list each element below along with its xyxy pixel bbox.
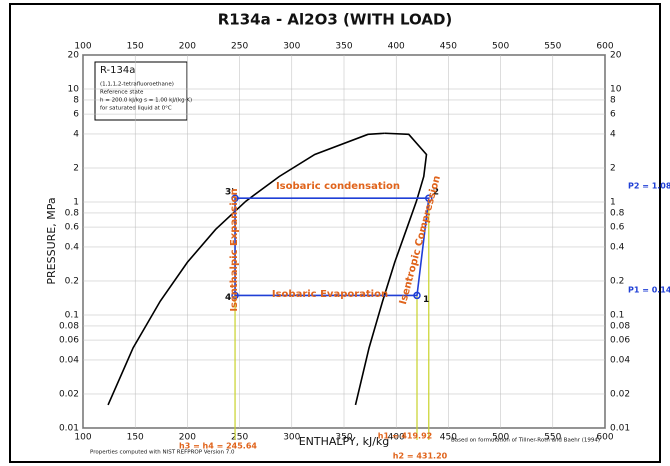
footer-right: Based on formulation of Tillner-Roth and…	[451, 438, 600, 444]
y-tick-label-right: 1	[610, 198, 616, 208]
y-tick-label-right: 0.02	[610, 389, 630, 399]
annotation: h1 = 419.92	[378, 432, 432, 441]
x-tick-label-top: 550	[544, 42, 561, 52]
annotation: Isobaric Evaporation	[272, 289, 388, 300]
y-tick-label-right: 0.08	[610, 321, 630, 331]
x-tick-label: 250	[231, 433, 248, 443]
state-point	[425, 194, 433, 202]
x-tick-label-top: 150	[127, 42, 144, 52]
x-tick-label: 500	[492, 433, 509, 443]
state-label: 1	[423, 295, 429, 305]
y-tick-label-right: 0.01	[610, 424, 630, 434]
y-tick-label: 0.6	[65, 223, 80, 233]
y-tick-label-right: 0.04	[610, 355, 630, 365]
y-tick-label-right: 8	[610, 95, 616, 105]
y-tick-label: 6	[73, 110, 79, 120]
y-tick-label: 8	[73, 95, 79, 105]
cycle-path	[234, 197, 430, 297]
state-label: 4	[225, 293, 231, 303]
y-tick-label: 0.4	[65, 242, 80, 252]
info-box	[94, 61, 188, 121]
y-tick-label: 1	[73, 198, 79, 208]
x-tick-label-top: 500	[492, 42, 509, 52]
x-tick-label: 150	[127, 433, 144, 443]
frame	[9, 3, 661, 463]
y-tick-label-right: 6	[610, 110, 616, 120]
y-tick-label: 0.02	[59, 389, 79, 399]
y-tick-label: 20	[68, 51, 80, 61]
annotation: Isentropic Compression	[398, 174, 443, 305]
saturation-vapor-line	[354, 132, 428, 406]
x-tick-label: 550	[544, 433, 561, 443]
x-tick-label: 300	[283, 433, 300, 443]
state-point	[231, 194, 239, 202]
x-tick-label-top: 600	[596, 42, 613, 52]
y-tick-label-right: 0.8	[610, 208, 625, 218]
x-tick-label-top: 250	[231, 42, 248, 52]
y-tick-label: 10	[68, 85, 80, 95]
y-tick-label-right: 4	[610, 129, 616, 139]
annotation: P2 = 1.08 MPa	[628, 182, 670, 191]
x-tick-label: 450	[440, 433, 457, 443]
x-tick-label-top: 350	[335, 42, 352, 52]
x-axis-label: ENTHALPY, kJ/kg	[299, 435, 390, 448]
annotation: Isenthalpic Expansion	[229, 188, 240, 311]
y-tick-label-right: 0.1	[610, 311, 624, 321]
annotation: h2 = 431.20	[393, 452, 448, 461]
info-text: h = 200.0 kJ/kg s = 1.00 kJ/(kg·K)	[100, 98, 192, 104]
y-tick-label: 0.1	[65, 311, 79, 321]
x-tick-label-top: 200	[179, 42, 196, 52]
y-tick-label-right: 0.6	[610, 223, 625, 233]
state-label: 2	[433, 188, 439, 198]
x-tick-label-top: 300	[283, 42, 300, 52]
info-text: (1,1,1,2-tetrafluoroethane)	[100, 82, 174, 88]
y-tick-label: 0.2	[65, 276, 79, 286]
info-text: Reference state	[100, 90, 144, 96]
y-tick-label: 0.06	[59, 336, 79, 346]
annotation: P1 = 0.149	[628, 286, 670, 295]
info-text: for saturated liquid at 0°C	[100, 106, 172, 112]
state-label: 3'	[225, 188, 234, 198]
y-tick-label: 2	[73, 163, 79, 173]
x-tick-label: 600	[596, 433, 613, 443]
info-text: R-134a	[100, 65, 135, 76]
y-tick-label-right: 0.4	[610, 242, 625, 252]
y-tick-label-right: 20	[610, 51, 622, 61]
x-tick-label: 400	[388, 433, 405, 443]
annotation: h3 = h4 = 245.64	[179, 442, 257, 451]
y-tick-label: 4	[73, 129, 79, 139]
x-tick-label-top: 400	[388, 42, 405, 52]
footer-left: Properties computed with NIST REFPROP Ve…	[90, 450, 235, 456]
y-tick-label: 0.08	[59, 321, 79, 331]
y-axis-label: PRESSURE, MPa	[45, 197, 58, 284]
y-tick-label-right: 0.2	[610, 276, 624, 286]
y-tick-label-right: 0.06	[610, 336, 630, 346]
y-tick-label: 0.01	[59, 424, 79, 434]
y-tick-label: 0.04	[59, 355, 79, 365]
x-tick-label: 200	[179, 433, 196, 443]
x-tick-label-top: 450	[440, 42, 457, 52]
chart-title: R134a - Al2O3 (WITH LOAD)	[218, 11, 453, 29]
state-point	[231, 291, 239, 300]
saturation-liquid-line	[107, 132, 385, 406]
y-tick-label-right: 10	[610, 85, 622, 95]
state-point	[413, 291, 421, 300]
y-tick-label: 0.8	[65, 208, 80, 218]
y-tick-label-right: 2	[610, 163, 616, 173]
x-tick-label-top: 100	[74, 42, 91, 52]
x-tick-label: 350	[335, 433, 352, 443]
x-tick-label: 100	[74, 433, 91, 443]
annotation: Isobaric condensation	[276, 181, 400, 192]
